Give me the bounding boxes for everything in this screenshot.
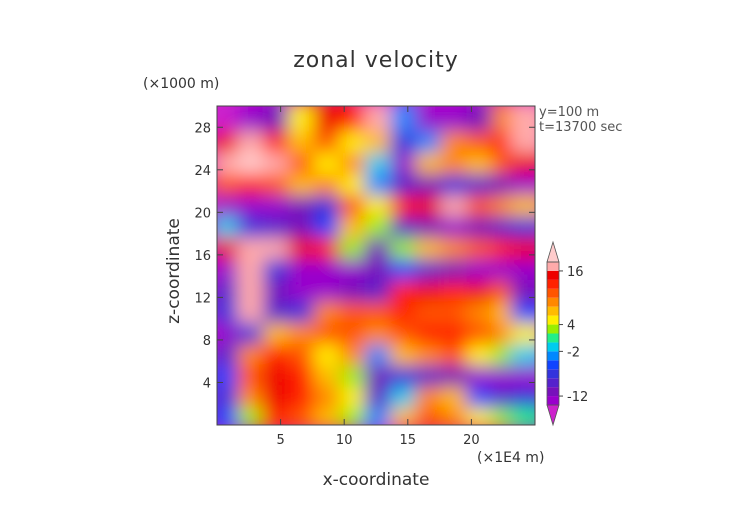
colorbar-tick-label: -12 bbox=[567, 390, 588, 405]
colorbar-swatch bbox=[547, 360, 559, 370]
colorbar-swatch bbox=[547, 378, 559, 388]
colorbar-swatch bbox=[547, 369, 559, 379]
colorbar-extend-low bbox=[546, 404, 560, 427]
colorbar-swatch bbox=[547, 262, 559, 271]
field-cells bbox=[217, 106, 535, 425]
x-tick-label: 20 bbox=[463, 433, 480, 448]
z-tick-label: 4 bbox=[203, 376, 211, 391]
colorbar-swatch bbox=[547, 288, 559, 298]
z-tick-label: 24 bbox=[194, 164, 211, 179]
colorbar-swatch bbox=[547, 270, 559, 280]
colorbar-swatch bbox=[547, 279, 559, 289]
colorbar-swatch bbox=[547, 342, 559, 352]
colorbar-swatch bbox=[547, 315, 559, 325]
x-tick-label: 5 bbox=[276, 433, 284, 448]
colorbar-swatch bbox=[547, 351, 559, 361]
z-tick-label: 8 bbox=[203, 334, 211, 349]
colorbar-swatch bbox=[547, 333, 559, 343]
colorbar-tick-label: 4 bbox=[567, 319, 575, 334]
z-axis-unit: (×1000 m) bbox=[143, 76, 220, 92]
colorbar-swatch bbox=[547, 324, 559, 334]
x-axis-unit: (×1E4 m) bbox=[477, 450, 545, 466]
x-axis-label: x-coordinate bbox=[322, 470, 430, 490]
z-tick-label: 12 bbox=[194, 291, 211, 306]
x-tick-label: 10 bbox=[336, 433, 353, 448]
annotation-y: y=100 m bbox=[539, 105, 600, 120]
colorbar-swatch bbox=[547, 297, 559, 307]
colorbar: 16 4 -2 -12 bbox=[546, 240, 588, 427]
colorbar-tick-label: 16 bbox=[567, 265, 584, 280]
colorbar-swatch bbox=[547, 306, 559, 316]
z-tick-label: 28 bbox=[194, 121, 211, 136]
z-tick-label: 16 bbox=[194, 249, 211, 264]
colorbar-swatch bbox=[547, 396, 559, 405]
colorbar-frame bbox=[546, 261, 560, 406]
plot-frame bbox=[216, 105, 536, 426]
axes: 5 10 15 20 4 8 12 16 20 24 28 bbox=[194, 106, 535, 448]
colorbar-swatch bbox=[547, 387, 559, 397]
velocity-field bbox=[217, 106, 535, 425]
colorbar-tick-label: -2 bbox=[567, 345, 580, 360]
colorbar-extend-high bbox=[546, 240, 560, 263]
x-tick-label: 15 bbox=[400, 433, 417, 448]
annotation-time: t=13700 sec bbox=[539, 120, 623, 135]
chart-title: zonal velocity bbox=[293, 48, 459, 73]
z-tick-label: 20 bbox=[194, 206, 211, 221]
